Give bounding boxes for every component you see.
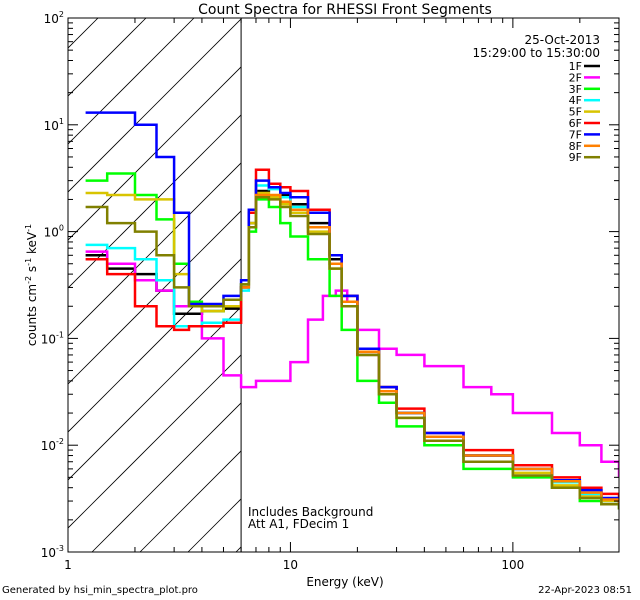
series-line-3F bbox=[85, 172, 619, 510]
hatch-line bbox=[68, 210, 242, 385]
y-tick-label: 10-2 bbox=[41, 437, 64, 453]
series-line-1F bbox=[85, 186, 619, 505]
footer-generated-by: Generated by hsi_min_spectra_plot.pro bbox=[2, 585, 198, 596]
legend-label-6F: 6F bbox=[569, 117, 582, 130]
series-line-9F bbox=[85, 195, 619, 510]
hatch-line bbox=[68, 18, 195, 145]
x-axis: 1 10 100 bbox=[64, 18, 620, 572]
y-tick-label: 100 bbox=[44, 224, 64, 240]
hatch-line bbox=[68, 18, 242, 193]
hatch-line bbox=[284, 0, 640, 552]
y-tick-label: 10-1 bbox=[41, 330, 64, 346]
hatch-line bbox=[68, 306, 242, 481]
legend-label-8F: 8F bbox=[569, 140, 582, 153]
y-axis-label: counts cm-2 s-1 keV-1 bbox=[24, 224, 39, 346]
series-group bbox=[85, 111, 619, 510]
hatch-line bbox=[68, 18, 147, 97]
legend-label-2F: 2F bbox=[569, 71, 582, 84]
y-tick-label: 102 bbox=[44, 10, 64, 26]
annotation-attenuator: Att A1, FDecim 1 bbox=[248, 517, 349, 531]
time-range-label: 15:29:00 to 15:30:00 bbox=[473, 46, 600, 60]
legend-label-9F: 9F bbox=[569, 151, 582, 164]
series-line-5F bbox=[85, 191, 619, 505]
legend-label-3F: 3F bbox=[569, 83, 582, 96]
x-tick-label: 100 bbox=[501, 558, 524, 572]
legend-label-4F: 4F bbox=[569, 94, 582, 107]
hatch-line bbox=[68, 114, 242, 289]
y-tick-label: 10-3 bbox=[41, 544, 64, 560]
hatch-line bbox=[68, 66, 242, 241]
hatch-line bbox=[91, 402, 242, 552]
y-axis: 102 101 100 10-1 10-2 10-3 bbox=[41, 10, 619, 560]
footer-timestamp: 22-Apr-2023 08:51 bbox=[538, 585, 632, 596]
y-tick-label: 101 bbox=[44, 117, 64, 133]
hatch-line bbox=[0, 0, 116, 552]
x-tick-label: 10 bbox=[283, 558, 298, 572]
hatch-line bbox=[68, 354, 242, 529]
series-line-4F bbox=[85, 184, 619, 506]
x-tick-label: 1 bbox=[64, 558, 72, 572]
legend-label-1F: 1F bbox=[569, 60, 582, 73]
chart-title: Count Spectra for RHESSI Front Segments bbox=[198, 2, 492, 18]
x-axis-label: Energy (keV) bbox=[306, 575, 383, 589]
legend-label-7F: 7F bbox=[569, 128, 582, 141]
hatch-line bbox=[139, 450, 242, 552]
date-label: 25-Oct-2013 bbox=[524, 33, 600, 47]
annotation-background: Includes Background bbox=[248, 505, 373, 519]
series-line-8F bbox=[241, 193, 619, 505]
hatch-line bbox=[68, 162, 242, 337]
legend-label-5F: 5F bbox=[569, 106, 582, 119]
series-line-7F bbox=[85, 111, 619, 505]
plot-frame bbox=[67, 17, 620, 553]
series-line-2F bbox=[85, 250, 619, 478]
